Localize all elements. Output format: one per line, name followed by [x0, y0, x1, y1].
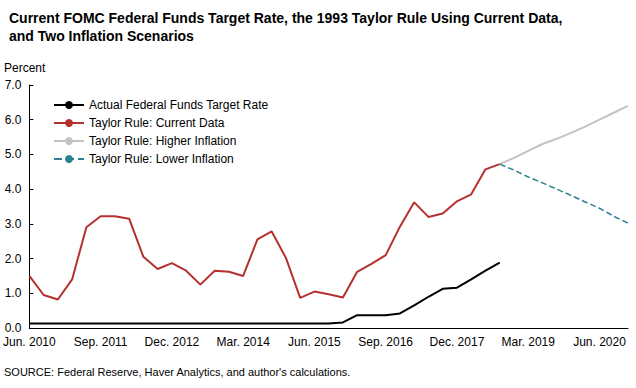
svg-text:Jun. 2020: Jun. 2020 [573, 335, 626, 349]
svg-text:Sep. 2016: Sep. 2016 [358, 335, 413, 349]
svg-text:6.0: 6.0 [5, 113, 22, 127]
svg-text:5.0: 5.0 [5, 147, 22, 161]
svg-text:and Two Inflation Scenarios: and Two Inflation Scenarios [9, 28, 194, 44]
svg-text:Mar. 2019: Mar. 2019 [502, 335, 556, 349]
svg-text:Taylor Rule: Lower Inflation: Taylor Rule: Lower Inflation [89, 152, 234, 166]
svg-text:SOURCE: Federal Reserve, Haver: SOURCE: Federal Reserve, Haver Analytics… [4, 366, 350, 378]
svg-text:Sep. 2011: Sep. 2011 [74, 335, 128, 349]
svg-text:7.0: 7.0 [5, 78, 22, 92]
svg-text:Dec. 2017: Dec. 2017 [430, 335, 485, 349]
svg-text:Jun. 2015: Jun. 2015 [288, 335, 341, 349]
svg-text:Taylor Rule: Higher Inflation: Taylor Rule: Higher Inflation [89, 134, 236, 148]
svg-text:0.0: 0.0 [5, 321, 22, 335]
svg-text:2.0: 2.0 [5, 252, 22, 266]
svg-text:Actual Federal Funds Target Ra: Actual Federal Funds Target Rate [89, 98, 269, 112]
svg-text:1.0: 1.0 [5, 286, 22, 300]
svg-text:Mar. 2014: Mar. 2014 [216, 335, 270, 349]
svg-text:Taylor Rule: Current Data: Taylor Rule: Current Data [89, 116, 225, 130]
svg-text:Jun. 2010: Jun. 2010 [3, 335, 56, 349]
svg-text:3.0: 3.0 [5, 217, 22, 231]
svg-text:Current FOMC Federal Funds Tar: Current FOMC Federal Funds Target Rate, … [9, 10, 566, 26]
svg-text:4.0: 4.0 [5, 182, 22, 196]
svg-text:Percent: Percent [4, 61, 46, 75]
svg-text:Dec. 2012: Dec. 2012 [145, 335, 200, 349]
